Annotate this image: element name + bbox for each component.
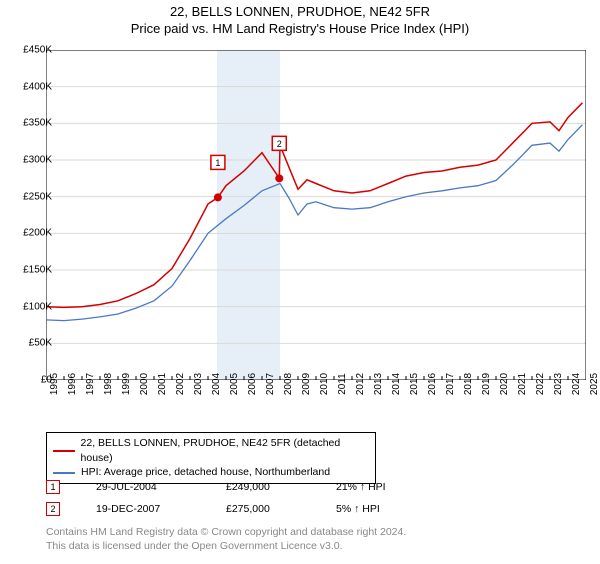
x-axis-label: 2025	[589, 373, 600, 395]
x-axis-label: 2004	[211, 373, 222, 395]
y-axis-label: £300K	[12, 155, 52, 166]
footer-line-1: Contains HM Land Registry data © Crown c…	[46, 526, 406, 540]
x-axis-label: 2001	[157, 373, 168, 395]
marker-idx-cell: 1	[46, 480, 96, 494]
highlight-band	[217, 50, 280, 380]
x-axis-label: 2023	[553, 373, 564, 395]
x-axis-label: 2002	[175, 373, 186, 395]
chart-svg: 12	[46, 50, 586, 380]
x-axis-label: 2017	[445, 373, 456, 395]
y-axis-label: £100K	[12, 301, 52, 312]
x-axis-label: 2006	[247, 373, 258, 395]
legend-swatch	[53, 450, 75, 452]
legend-row: 22, BELLS LONNEN, PRUDHOE, NE42 5FR (det…	[53, 436, 369, 465]
plot-border	[46, 50, 586, 380]
series-line-0	[46, 103, 582, 308]
x-axis-label: 2018	[463, 373, 474, 395]
marker-price: £249,000	[226, 481, 336, 493]
chart-title: 22, BELLS LONNEN, PRUDHOE, NE42 5FR	[0, 4, 600, 19]
x-axis-label: 2011	[337, 373, 348, 395]
x-axis-label: 2008	[283, 373, 294, 395]
x-axis-label: 2013	[373, 373, 384, 395]
y-axis-label: £350K	[12, 118, 52, 129]
marker-dot-2	[275, 174, 283, 182]
x-axis-label: 2000	[139, 373, 150, 395]
x-axis-label: 2022	[535, 373, 546, 395]
x-axis-label: 2012	[355, 373, 366, 395]
x-axis-label: 2007	[265, 373, 276, 395]
x-axis-label: 2020	[499, 373, 510, 395]
marker-price: £275,000	[226, 503, 336, 515]
y-axis-label: £0	[12, 375, 52, 386]
x-axis-label: 2024	[571, 373, 582, 395]
marker-idx-box: 1	[46, 480, 60, 494]
x-axis-label: 2021	[517, 373, 528, 395]
x-axis-label: 2016	[427, 373, 438, 395]
y-axis-label: £50K	[12, 338, 52, 349]
marker-idx-cell: 2	[46, 502, 96, 516]
x-axis-label: 1997	[85, 373, 96, 395]
x-axis-label: 2009	[301, 373, 312, 395]
y-axis-label: £400K	[12, 81, 52, 92]
x-axis-label: 2019	[481, 373, 492, 395]
legend-swatch	[53, 472, 75, 474]
chart-area: 12	[46, 50, 586, 380]
marker-idx-box: 2	[46, 502, 60, 516]
marker-table-row: 1 29-JUL-2004£249,00021% ↑ HPI	[46, 476, 456, 498]
marker-date: 29-JUL-2004	[96, 481, 226, 493]
x-axis-label: 2005	[229, 373, 240, 395]
marker-dot-1	[214, 193, 222, 201]
x-axis-label: 2014	[391, 373, 402, 395]
chart-subtitle: Price paid vs. HM Land Registry's House …	[0, 21, 600, 36]
marker-box-label-2: 2	[277, 139, 282, 149]
x-axis-label: 1999	[121, 373, 132, 395]
y-axis-label: £150K	[12, 265, 52, 276]
marker-table-row: 2 19-DEC-2007£275,0005% ↑ HPI	[46, 498, 456, 520]
markers-table: 1 29-JUL-2004£249,00021% ↑ HPI 2 19-DEC-200…	[46, 476, 456, 520]
y-axis-label: £450K	[12, 45, 52, 56]
footer-line-2: This data is licensed under the Open Gov…	[46, 540, 406, 554]
x-axis-label: 2010	[319, 373, 330, 395]
x-axis-label: 1995	[49, 373, 60, 395]
x-axis-label: 1998	[103, 373, 114, 395]
y-axis-label: £200K	[12, 228, 52, 239]
marker-pct: 21% ↑ HPI	[336, 481, 456, 493]
y-axis-label: £250K	[12, 191, 52, 202]
footer: Contains HM Land Registry data © Crown c…	[46, 526, 406, 553]
chart-container: 22, BELLS LONNEN, PRUDHOE, NE42 5FR Pric…	[0, 4, 600, 564]
marker-date: 19-DEC-2007	[96, 503, 226, 515]
marker-pct: 5% ↑ HPI	[336, 503, 456, 515]
x-axis-label: 2015	[409, 373, 420, 395]
marker-box-label-1: 1	[215, 158, 220, 168]
legend-label: 22, BELLS LONNEN, PRUDHOE, NE42 5FR (det…	[81, 436, 369, 465]
x-axis-label: 2003	[193, 373, 204, 395]
x-axis-label: 1996	[67, 373, 78, 395]
